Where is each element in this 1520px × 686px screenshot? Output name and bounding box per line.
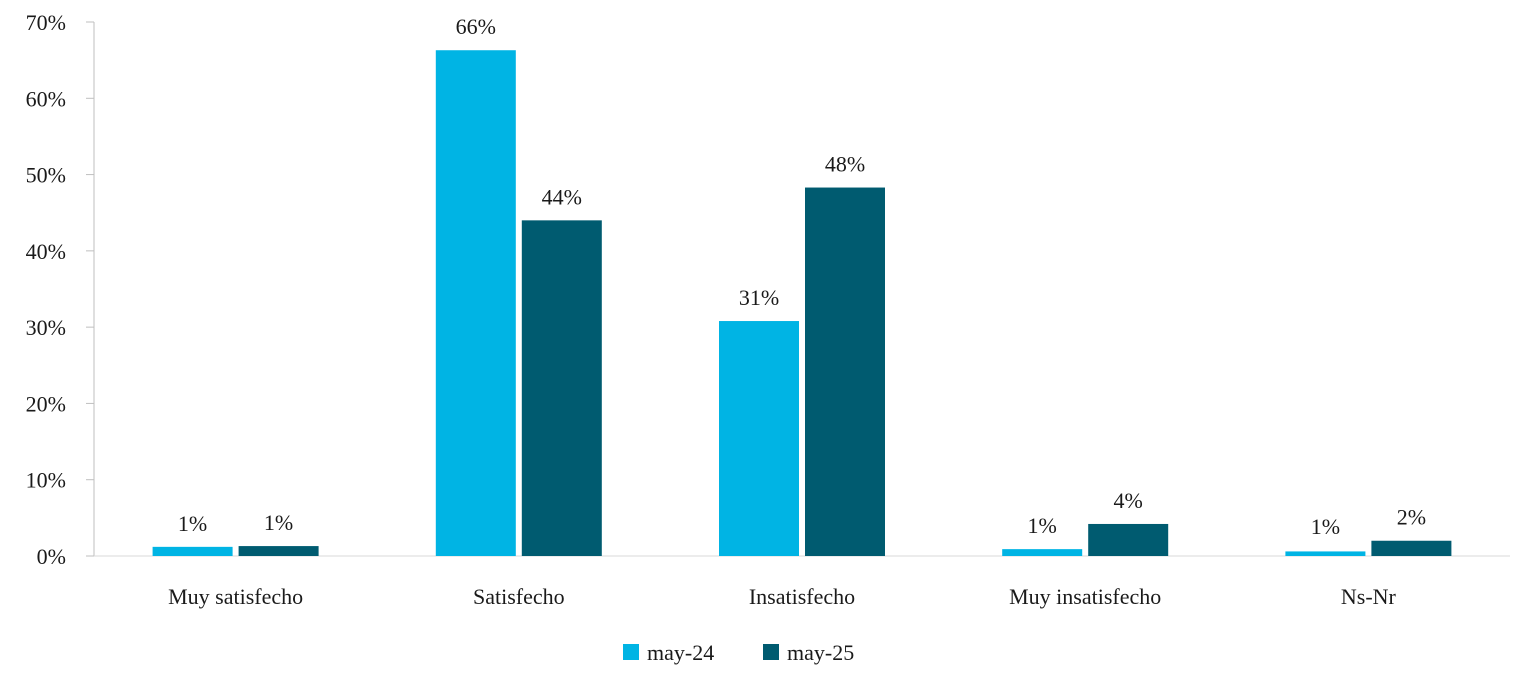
y-tick-label: 60% [26,86,66,111]
bar-may-24-4 [1285,551,1366,556]
data-label: 31% [739,285,779,310]
y-tick-label: 10% [26,468,66,493]
data-label: 44% [542,184,582,209]
data-label: 1% [1311,514,1340,539]
x-category-label: Ns-Nr [1341,584,1397,609]
bar-may-25-1 [521,220,602,557]
data-label: 4% [1114,488,1143,513]
x-category-label: Muy insatisfecho [1009,584,1161,609]
legend-label: may-24 [647,640,714,665]
data-label: 66% [456,14,496,39]
bar-may-24-0 [152,546,233,556]
y-tick-label: 0% [37,544,66,569]
y-tick-label: 20% [26,391,66,416]
bar-may-25-4 [1371,540,1452,556]
bar-may-24-2 [719,321,799,556]
x-category-label: Muy satisfecho [168,584,303,609]
y-tick-label: 40% [26,239,66,264]
data-label: 1% [1028,513,1057,538]
bar-may-25-3 [1088,523,1169,556]
legend-swatch [763,644,779,660]
x-category-label: Insatisfecho [749,584,855,609]
legend-swatch [623,644,639,660]
bar-may-24-3 [1002,549,1083,556]
bar-may-25-0 [238,546,319,556]
data-label: 1% [264,510,293,535]
x-category-label: Satisfecho [473,584,565,609]
bar-may-25-2 [805,187,885,557]
y-tick-label: 70% [26,10,66,35]
bar-may-24-1 [435,50,516,557]
legend-label: may-25 [787,640,854,665]
y-tick-label: 50% [26,163,66,188]
data-label: 48% [825,152,865,177]
data-label: 1% [178,511,207,536]
y-tick-label: 30% [26,315,66,340]
data-label: 2% [1397,505,1426,530]
